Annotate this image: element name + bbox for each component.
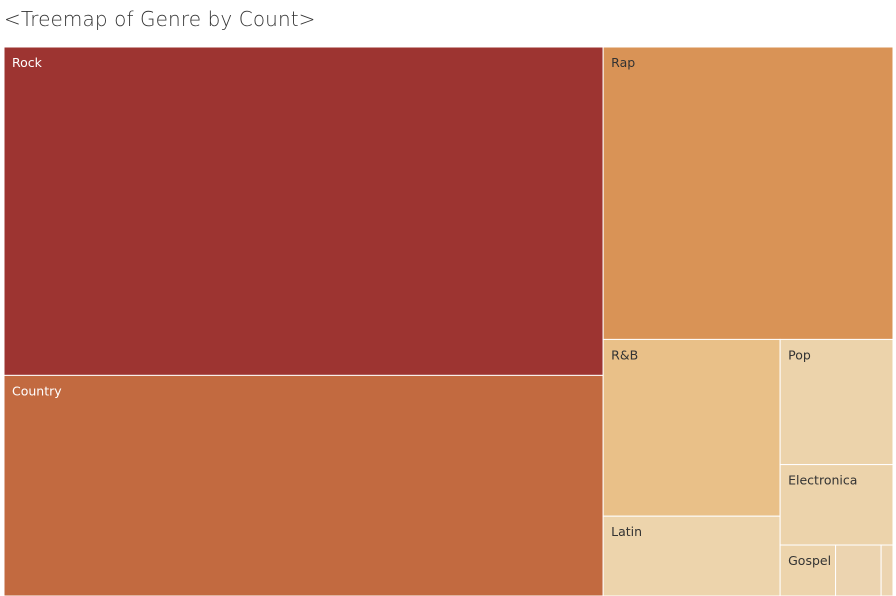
tile-rap[interactable] [602,46,894,340]
tile-rock[interactable] [3,46,604,376]
tile-label-rap: Rap [611,55,635,70]
tile-label-rock: Rock [12,55,43,70]
tile-label-r-b: R&B [611,347,638,362]
tile-label-latin: Latin [611,524,642,539]
tile-label-pop: Pop [788,347,811,362]
tile-electronica[interactable] [779,464,894,546]
tile-label-country: Country [12,383,62,398]
chart-title: <Treemap of Genre by Count> [4,7,316,31]
tile-other-2[interactable] [880,544,894,596]
tile-label-gospel: Gospel [788,553,831,568]
tile-country[interactable] [3,374,604,596]
tile-other-1[interactable] [835,544,882,596]
tile-r-b[interactable] [602,338,781,517]
tile-label-electronica: Electronica [788,473,857,488]
tile-pop[interactable] [779,338,894,466]
tile-latin[interactable] [602,515,781,596]
tile-gospel[interactable] [779,544,837,596]
